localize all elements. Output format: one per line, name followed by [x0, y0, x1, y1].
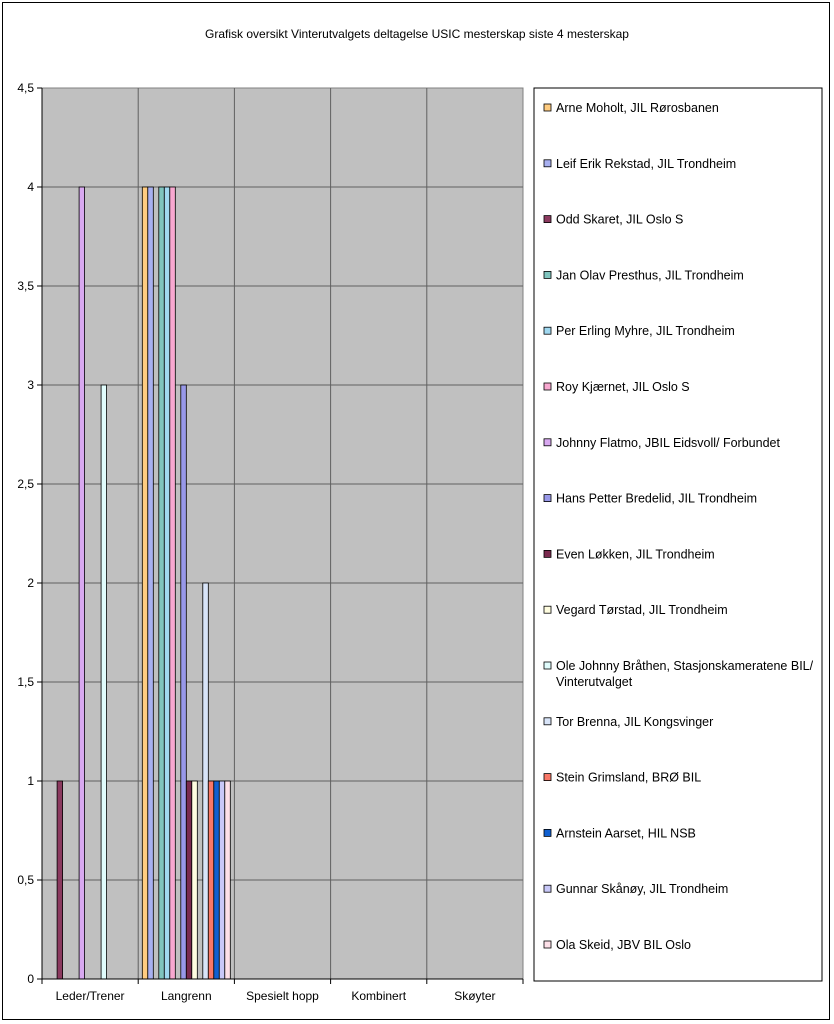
legend-swatch: [543, 215, 552, 224]
bar: [224, 780, 231, 980]
x-tick-label: Skøyter: [454, 989, 495, 1003]
x-tick-label: Leder/Trener: [56, 989, 125, 1003]
legend-swatch: [543, 382, 552, 391]
bar: [191, 780, 198, 980]
legend-label: Ola Skeid, JBV BIL Oslo: [556, 938, 691, 952]
bar: [100, 384, 107, 980]
bar: [147, 186, 154, 980]
legend-box: [533, 87, 823, 982]
x-tick-label: Langrenn: [161, 989, 212, 1003]
bar: [185, 780, 193, 980]
legend-label: Vegard Tørstad, JIL Trondheim: [556, 603, 728, 617]
legend-swatch: [543, 159, 552, 168]
legend-swatch: [543, 605, 552, 614]
legend-label: Hans Petter Bredelid, JIL Trondheim: [556, 492, 757, 506]
legend-swatch: [543, 717, 552, 726]
y-tick-label: 3: [27, 378, 34, 392]
legend-swatch: [543, 438, 552, 447]
legend-swatch: [543, 550, 552, 558]
legend-label: Roy Kjærnet, JIL Oslo S: [556, 380, 690, 394]
legend-swatch: [543, 829, 552, 837]
chart-title: Grafisk oversikt Vinterutvalgets deltage…: [205, 27, 629, 41]
bar: [78, 186, 85, 980]
legend-swatch: [543, 773, 552, 781]
legend-label: Arne Moholt, JIL Rørosbanen: [556, 101, 719, 115]
bar: [56, 780, 63, 980]
bar: [207, 780, 215, 980]
bar: [169, 186, 176, 980]
legend-swatch: [543, 326, 552, 335]
legend-label: Even Løkken, JIL Trondheim: [556, 547, 715, 561]
legend-label: Johnny Flatmo, JBIL Eidsvoll/ Forbundet: [556, 436, 780, 450]
x-tick-label: Spesielt hopp: [246, 989, 319, 1003]
plot-area: [41, 87, 524, 980]
legend-label: Arnstein Aarset, HIL NSB: [556, 826, 696, 840]
legend-swatch: [543, 884, 552, 893]
y-tick-label: 0,5: [17, 873, 34, 887]
y-tick-label: 0: [27, 972, 34, 986]
bar: [202, 582, 209, 980]
legend-label: Per Erling Myhre, JIL Trondheim: [556, 324, 735, 338]
legend-swatch: [543, 103, 552, 112]
y-tick-label: 2: [27, 576, 34, 590]
y-tick-label: 4: [27, 180, 34, 194]
legend-label: Odd Skaret, JIL Oslo S: [556, 213, 683, 227]
bar: [180, 384, 187, 980]
y-axis: 0 0,5 1 1,5 2 2,5 3 3,5 4 4,5: [17, 81, 43, 986]
legend-swatch: [543, 661, 552, 670]
legend-label: Jan Olav Presthus, JIL Trondheim: [556, 268, 744, 282]
y-tick-label: 3,5: [17, 279, 34, 293]
bar: [158, 186, 165, 980]
y-tick-label: 2,5: [17, 477, 34, 491]
legend-label: Leif Erik Rekstad, JIL Trondheim: [556, 157, 736, 171]
legend-swatch: [543, 270, 552, 279]
legend-swatch: [543, 940, 552, 949]
x-axis: Leder/Trener Langrenn Spesielt hopp Kombine…: [41, 978, 524, 1003]
y-tick-label: 1,5: [17, 675, 34, 689]
legend: Arne Moholt, JIL Rørosbanen Leif Erik Rek…: [543, 101, 814, 952]
bar: [141, 186, 149, 980]
legend-label: Stein Grimsland, BRØ BIL: [556, 771, 701, 785]
bar: [218, 780, 226, 980]
gridlines: [42, 88, 523, 979]
legend-label: Ole Johnny Bråthen, Stasjonskameratene B…: [556, 659, 814, 689]
legend-swatch: [543, 494, 552, 503]
legend-label: Tor Brenna, JIL Kongsvinger: [556, 715, 713, 729]
y-tick-label: 4,5: [17, 81, 34, 95]
legend-label: Gunnar Skånøy, JIL Trondheim: [556, 882, 728, 896]
y-tick-label: 1: [27, 774, 34, 788]
bar: [213, 780, 220, 980]
x-tick-label: Kombinert: [351, 989, 406, 1003]
bar: [163, 186, 171, 980]
